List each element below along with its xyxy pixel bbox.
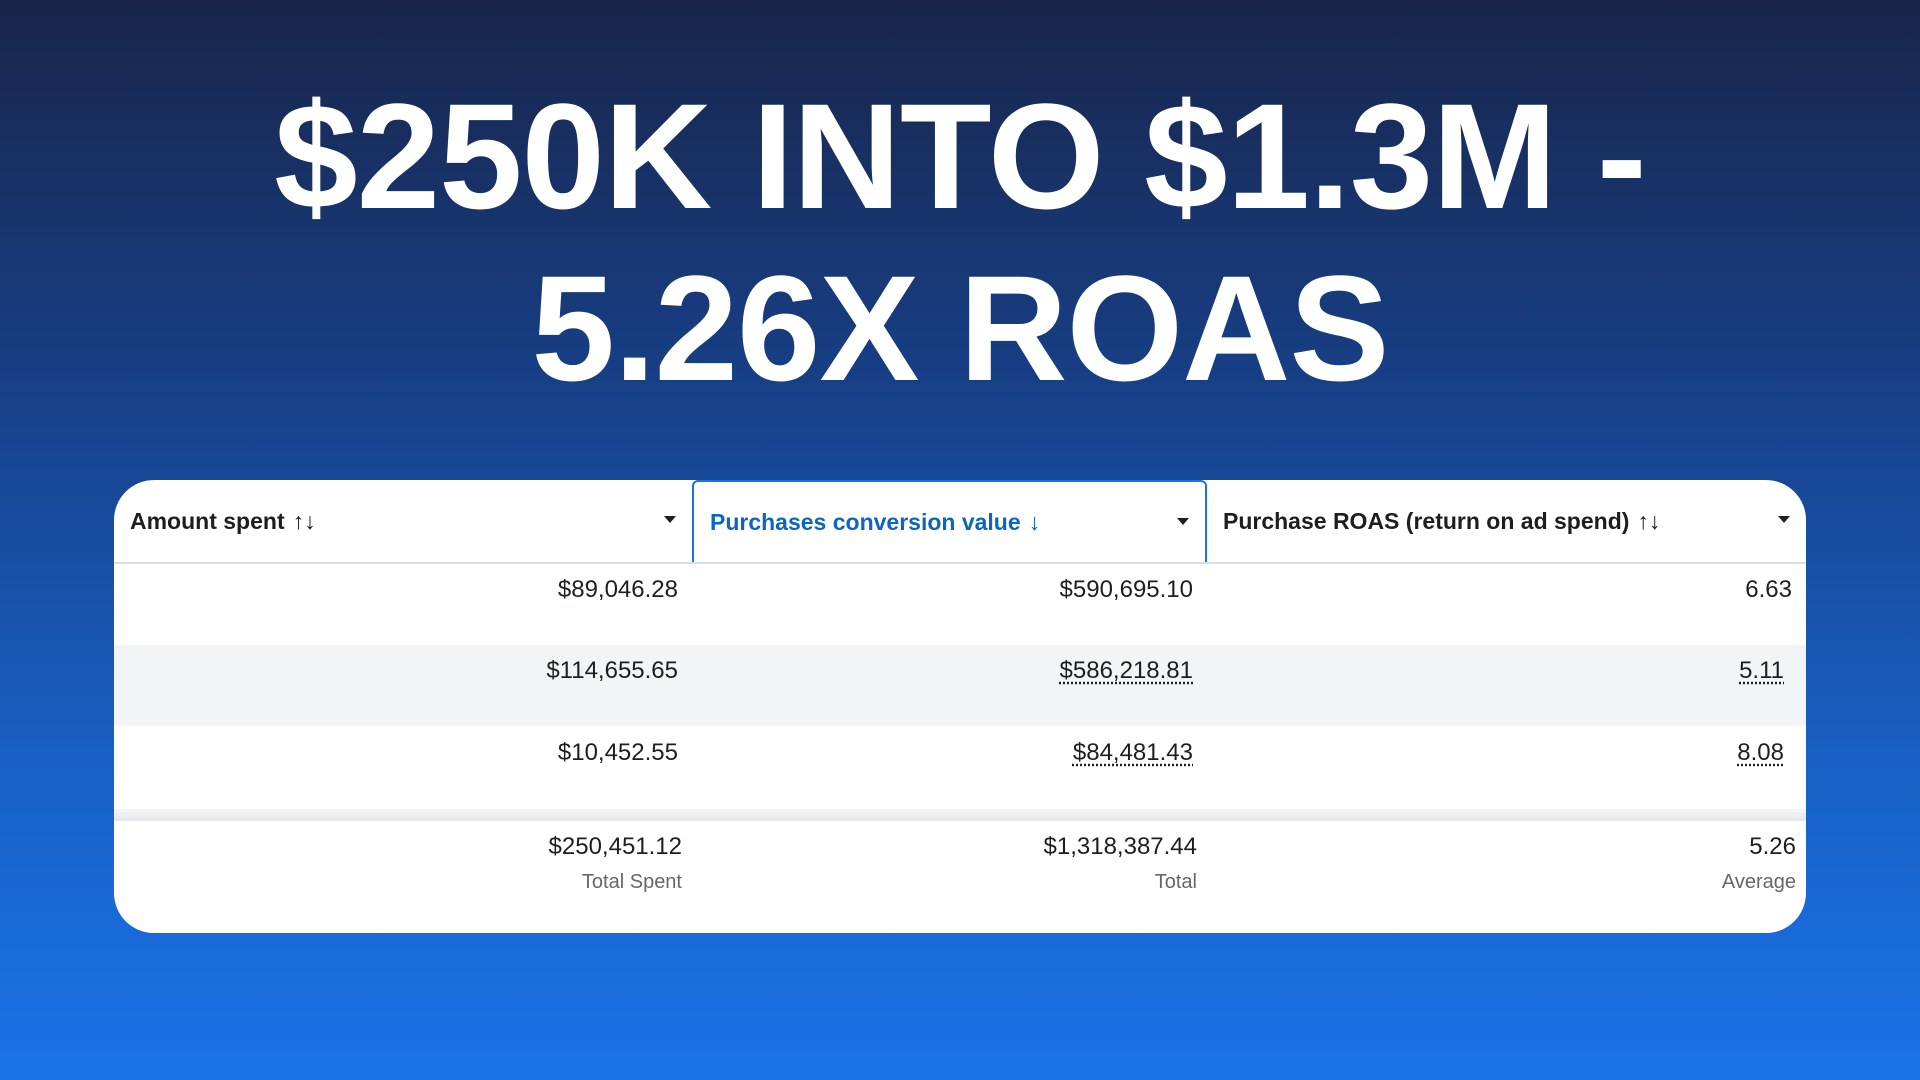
sort-both-icon[interactable]: ↑↓ bbox=[292, 507, 316, 534]
column-label: Amount spent bbox=[130, 507, 285, 534]
total-value: 5.26 bbox=[1749, 833, 1796, 860]
conversion-value-cell: $84,481.43 bbox=[692, 727, 1207, 808]
roas-link[interactable]: 8.08 bbox=[1737, 739, 1784, 766]
table-row: $89,046.28 $590,695.10 6.63 bbox=[114, 564, 1806, 645]
total-label: Total bbox=[1154, 871, 1197, 893]
dropdown-caret-icon[interactable] bbox=[664, 516, 676, 523]
table-row: $114,655.65 $586,218.81 5.11 bbox=[114, 645, 1806, 726]
total-amount-spent: $250,451.12 Total Spent bbox=[114, 821, 692, 933]
amount-spent-cell: $114,655.65 bbox=[546, 657, 678, 684]
table-header: Amount spent ↑↓ Purchases conversion val… bbox=[114, 480, 1806, 564]
roas-link[interactable]: 5.11 bbox=[1739, 657, 1784, 684]
column-header-purchases-conversion-value[interactable]: Purchases conversion value ↓ bbox=[692, 480, 1207, 562]
totals-divider bbox=[114, 809, 1806, 821]
amount-spent-cell: $10,452.55 bbox=[557, 739, 678, 766]
amount-spent-cell: $89,046.28 bbox=[557, 576, 678, 603]
headline-line-1: $250K INTO $1.3M - bbox=[274, 72, 1646, 240]
total-label: Average bbox=[1721, 871, 1796, 893]
sort-down-icon[interactable]: ↓ bbox=[1028, 508, 1041, 535]
total-label: Total Spent bbox=[581, 871, 682, 893]
roas-cell: 5.11 bbox=[1207, 645, 1806, 726]
roas-cell: 6.63 bbox=[1745, 576, 1792, 603]
conversion-value-cell: $586,218.81 bbox=[692, 645, 1207, 726]
total-value: $1,318,387.44 bbox=[1043, 833, 1197, 860]
column-header-purchase-roas[interactable]: Purchase ROAS (return on ad spend) ↑↓ bbox=[1207, 480, 1806, 562]
column-header-amount-spent[interactable]: Amount spent ↑↓ bbox=[114, 480, 692, 562]
dropdown-caret-icon[interactable] bbox=[1778, 516, 1790, 523]
ads-table: Amount spent ↑↓ Purchases conversion val… bbox=[114, 480, 1806, 933]
sort-both-icon[interactable]: ↑↓ bbox=[1637, 507, 1661, 534]
total-conversion-value: $1,318,387.44 Total bbox=[692, 821, 1207, 933]
dropdown-caret-icon[interactable] bbox=[1177, 518, 1189, 525]
roas-cell: 8.08 bbox=[1207, 727, 1806, 808]
headline-line-2: 5.26X ROAS bbox=[531, 244, 1389, 412]
total-roas: 5.26 Average bbox=[1207, 821, 1806, 933]
column-label: Purchases conversion value bbox=[710, 508, 1021, 535]
conversion-value-link[interactable]: $586,218.81 bbox=[1059, 657, 1193, 684]
conversion-value-link[interactable]: $84,481.43 bbox=[1072, 739, 1193, 766]
conversion-value-cell: $590,695.10 bbox=[1059, 576, 1193, 603]
headline: $250K INTO $1.3M - 5.26X ROAS bbox=[0, 70, 1920, 414]
table-row: $10,452.55 $84,481.43 8.08 bbox=[114, 727, 1806, 808]
total-value: $250,451.12 bbox=[548, 833, 682, 860]
totals-row: $250,451.12 Total Spent $1,318,387.44 To… bbox=[114, 821, 1806, 933]
column-label: Purchase ROAS (return on ad spend) bbox=[1223, 507, 1630, 534]
